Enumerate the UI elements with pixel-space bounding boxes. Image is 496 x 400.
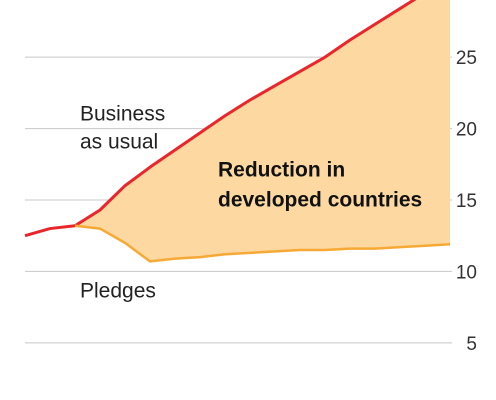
y-tick-label: 15 [456, 191, 477, 212]
y-tick-label: 5 [466, 334, 477, 355]
series-line [74, 224, 451, 263]
annotation: Reduction in [218, 159, 345, 182]
series-line [24, 0, 417, 238]
annotation: Business [80, 103, 165, 126]
reduction-area [75, 0, 450, 262]
y-tick-label: 20 [456, 120, 477, 141]
annotation: as usual [80, 131, 158, 154]
y-tick-label: 25 [456, 48, 477, 69]
annotation: Pledges [80, 280, 156, 303]
annotation: developed countries [218, 189, 422, 212]
y-tick-label: 10 [456, 262, 477, 283]
